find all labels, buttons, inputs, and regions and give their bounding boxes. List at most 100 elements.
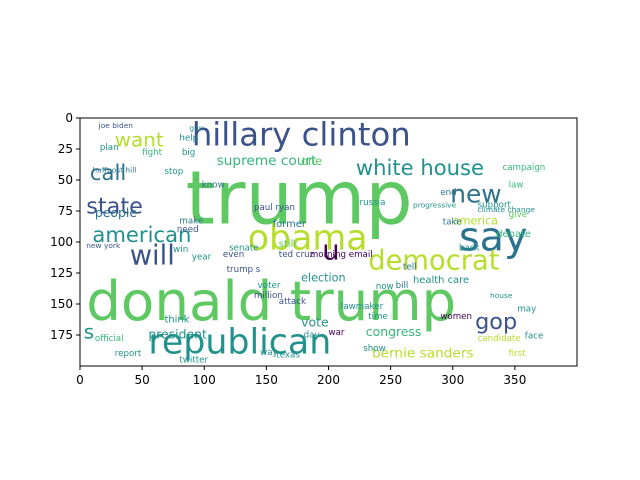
word-senate: senate [229, 244, 258, 254]
word-russia: russia [360, 198, 386, 208]
word-take: take [443, 218, 462, 228]
word-may: may [517, 304, 536, 314]
word-supreme-court: supreme court [217, 153, 317, 169]
word-gop: gop [475, 309, 517, 335]
word-think: think [164, 315, 189, 326]
word-debate: debate [496, 229, 531, 240]
word-big: big [182, 148, 195, 158]
word-attack: attack [279, 297, 306, 307]
word-ted-cruz: ted cruz [279, 250, 315, 260]
word-donald-trump: donald trump [86, 269, 456, 333]
word-now: now [376, 282, 394, 292]
word-face: face [525, 332, 544, 342]
word-end: end [440, 188, 456, 198]
word-new-york: new york [86, 241, 121, 250]
word-plan: plan [100, 143, 119, 153]
y-axis: 0 25 50 75 100 125 150 175 [50, 111, 80, 342]
word-joe-biden: joe biden [98, 121, 134, 130]
x-tick-label: 250 [379, 373, 402, 387]
word-one: one [301, 155, 322, 168]
word-need: need [177, 225, 199, 235]
word-huffpost-hill: huffpost hill [92, 166, 136, 175]
word-trump-s: trump s [227, 265, 261, 275]
word-lawmaker: lawmaker [341, 302, 384, 312]
y-tick-label: 125 [50, 266, 73, 280]
word-stop: stop [164, 167, 183, 177]
x-tick-label: 350 [503, 373, 526, 387]
word-progressive: progressive [413, 200, 457, 209]
word-law: law [509, 180, 524, 190]
word-win: win [173, 245, 188, 255]
word-morning-email: morning email [310, 250, 373, 260]
word-new: new [450, 179, 501, 208]
word-voter: voter [258, 281, 281, 291]
word-campaign: campaign [502, 163, 545, 173]
word-year: year [192, 252, 212, 262]
word-say: say [459, 215, 528, 261]
y-tick-label: 175 [50, 328, 73, 342]
y-tick-label: 50 [58, 173, 73, 187]
word-hillary-clinton: hillary clinton [192, 115, 411, 153]
word-cloud-words: trump donald trump hillary clinton say obama… [84, 115, 546, 365]
x-tick-label: 200 [317, 373, 340, 387]
y-tick-label: 0 [65, 111, 73, 125]
word-america: america [453, 215, 498, 228]
word-vote: vote [301, 314, 328, 329]
y-tick-label: 25 [58, 142, 73, 156]
word-people: people [95, 205, 137, 220]
word-give: give [509, 210, 527, 220]
y-tick-label: 100 [50, 235, 73, 249]
x-tick-label: 50 [134, 373, 149, 387]
word-white-house: white house [356, 155, 484, 180]
word-fight: fight [142, 148, 162, 158]
word-million: million [254, 291, 283, 301]
y-tick-label: 150 [50, 297, 73, 311]
word-twitter: twitter [179, 355, 208, 365]
word-still: still [279, 239, 296, 250]
word-republican: republican [148, 323, 331, 363]
word-paul-ryan: paul ryan [254, 203, 295, 213]
word-candidate: candidate [478, 334, 521, 344]
word-time: time [368, 312, 388, 322]
word-democrat: democrat [368, 245, 500, 276]
word-bernie-sanders: bernie sanders [372, 345, 474, 361]
word-house: house [490, 291, 513, 300]
x-tick-label: 300 [441, 373, 464, 387]
word-president: president [148, 327, 207, 342]
word-day: day [304, 330, 320, 340]
y-tick-label: 75 [58, 204, 73, 218]
word-election: election [301, 272, 345, 285]
word-cloud-image: trump donald trump hillary clinton say obama… [84, 115, 546, 365]
word-make: make [179, 216, 203, 226]
word-even: even [223, 250, 244, 260]
x-tick-label: 150 [255, 373, 278, 387]
word-will: will [130, 240, 175, 271]
word-women: women [440, 312, 472, 322]
word-u: u [322, 235, 339, 266]
word-texas: texas [276, 350, 300, 360]
word-back: back [459, 244, 480, 254]
word-way: way [260, 348, 278, 358]
word-show: show [363, 344, 385, 354]
word-support: support [478, 200, 512, 210]
word-congress: congress [366, 324, 422, 339]
word-official: official [95, 334, 124, 344]
word-former: former [273, 219, 307, 230]
word-report: report [115, 349, 142, 359]
x-tick-label: 100 [193, 373, 216, 387]
word-state: state [86, 194, 143, 220]
word-american: american [92, 222, 191, 247]
word-trump: trump [186, 154, 413, 241]
word-want: want [115, 129, 164, 152]
x-axis: 0 50 100 150 200 250 300 350 [76, 366, 526, 387]
word-first: first [509, 349, 527, 359]
x-tick-label: 0 [76, 373, 84, 387]
word-s: s [84, 321, 94, 344]
word-tell: tell [403, 262, 417, 272]
word-know: know [202, 180, 225, 190]
word-climate-change: climate change [478, 205, 536, 214]
word-obama: obama [248, 218, 368, 258]
word-war: war [329, 328, 345, 338]
